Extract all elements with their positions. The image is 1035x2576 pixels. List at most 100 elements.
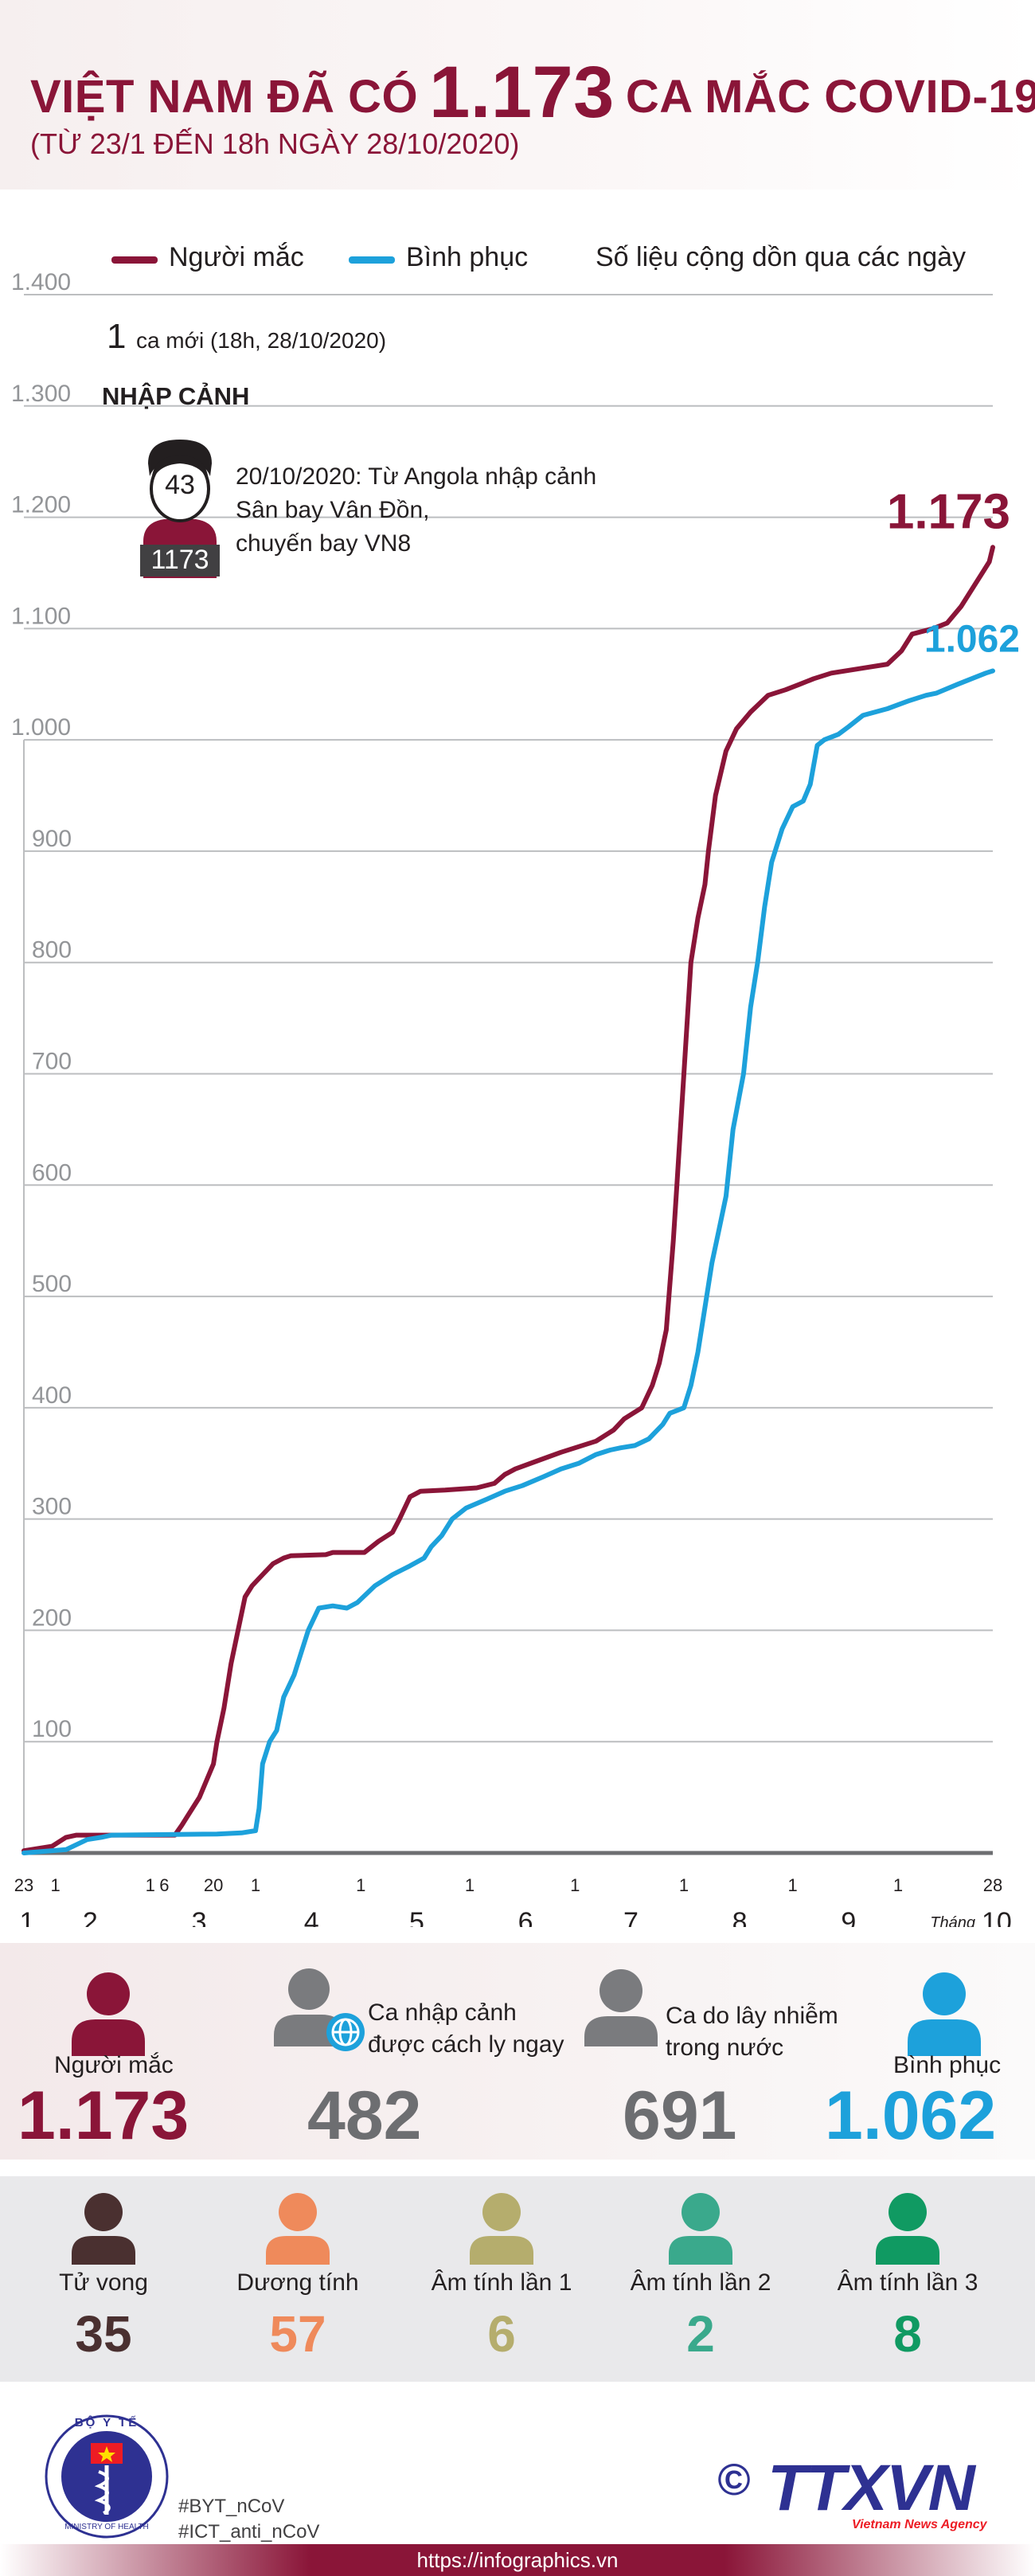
x-day-tick-label: 1 [146, 1875, 155, 1895]
person-positive-icon [266, 2193, 330, 2265]
x-month-label: 5 [409, 1907, 424, 1927]
y-tick-label: 100 [32, 1716, 72, 1742]
x-month-label: 8 [732, 1907, 748, 1927]
stat-recovered-value: 1.062 [825, 2078, 997, 2154]
footer-url-link[interactable]: https://infographics.vn [416, 2548, 619, 2572]
y-tick-label: 200 [32, 1605, 72, 1631]
stats-panel [0, 1943, 1035, 2160]
x-day-tick-label: 1 [893, 1875, 903, 1895]
person-negative1-icon [470, 2193, 533, 2265]
legend-recovered-swatch [349, 256, 395, 264]
y-tick-label: 300 [32, 1494, 72, 1520]
stat-imported-label-line2: được cách ly ngay [368, 2031, 564, 2058]
legend-cases: Người mắc [111, 242, 304, 273]
hashtag-1: #BYT_nCoV [178, 2496, 285, 2517]
y-tick-label: 600 [32, 1159, 72, 1186]
ttxvn-subtitle: Vietnam News Agency [852, 2518, 987, 2531]
y-tick-label: 1.100 [11, 603, 71, 629]
page-subtitle: (TỪ 23/1 ĐẾN 18h NGÀY 28/10/2020) [30, 127, 520, 160]
y-tick-label: 900 [32, 826, 72, 852]
person-deaths-icon [72, 2193, 135, 2265]
stat-cases-label: Người mắc [54, 2052, 174, 2078]
y-tick-label: 800 [32, 937, 72, 964]
person-domestic-icon [584, 1969, 658, 2046]
series-line-cases [21, 545, 995, 1854]
stat-cases-value: 1.173 [18, 2078, 189, 2154]
x-day-tick-label: 20 [204, 1875, 223, 1895]
x-day-tick-label: 1 [251, 1875, 260, 1895]
x-month-label: 4 [304, 1907, 319, 1927]
ttxvn-logo: TTXVN [767, 2452, 975, 2524]
new-cases-note: 1 ca mới (18h, 28/10/2020) [107, 317, 386, 357]
x-day-tick-label: 1 [356, 1875, 365, 1895]
patient-detail-line3: chuyến bay VN8 [236, 530, 412, 557]
x-day-tick-label: 23 [14, 1875, 33, 1895]
patient-id: 1173 [150, 545, 209, 575]
y-tick-label: 500 [32, 1271, 72, 1297]
header-background [0, 0, 1035, 190]
x-day-tick-label: 28 [983, 1875, 1002, 1895]
y-tick-label: 1.000 [11, 714, 71, 741]
x-day-tick-label: 1 [570, 1875, 580, 1895]
x-month-label: 6 [518, 1907, 533, 1927]
x-axis-title: Tháng [930, 1914, 975, 1927]
covid-line-chart: 100 200 300 400 500 600 700 800 900 1.000 1.100 1.2… [11, 271, 1020, 1927]
substat-negative3-label: Âm tính lần 3 [837, 2269, 978, 2296]
title-number: 1.173 [429, 52, 615, 133]
x-month-label: 10 [982, 1907, 1012, 1927]
stat-imported-label-line1: Ca nhập cảnh [368, 1999, 517, 2026]
legend-cases-label: Người mắc [169, 242, 304, 272]
hashtags: #BYT_nCoV #ICT_anti_nCoV [178, 2494, 319, 2545]
y-tick-label: 400 [32, 1382, 72, 1409]
stat-domestic-value: 691 [623, 2078, 737, 2154]
ministry-of-health-logo [45, 2414, 169, 2539]
y-tick-label: 700 [32, 1049, 72, 1075]
person-imported-icon [274, 1968, 365, 2051]
x-month-label: 2 [83, 1907, 98, 1927]
x-month-label: 9 [841, 1907, 856, 1927]
y-tick-label: 1.400 [11, 271, 71, 295]
person-negative2-icon [669, 2193, 732, 2265]
stat-imported-label: Ca nhập cảnh được cách ly ngay [368, 1997, 564, 2061]
substat-positive-label: Dương tính [236, 2269, 359, 2296]
person-recovered-icon [908, 1972, 981, 2056]
stat-imported-value: 482 [307, 2078, 422, 2154]
substat-deaths-label: Tử vong [59, 2269, 148, 2296]
patient-details: 20/10/2020: Từ Angola nhập cảnh Sân bay … [236, 460, 596, 561]
label-layer: 100 200 300 400 500 600 700 800 900 1.000 1.100 1.2… [11, 271, 1020, 1927]
x-month-label: 1 [20, 1907, 35, 1927]
x-day-tick-label: 1 [679, 1875, 689, 1895]
substat-negative2-label: Âm tính lần 2 [630, 2269, 771, 2296]
substat-positive-value: 57 [269, 2305, 326, 2363]
stat-recovered-label: Bình phục [893, 2052, 1002, 2078]
patient-age: 43 [165, 470, 195, 500]
title-suffix: CA MẮC COVID-19 [625, 71, 1035, 123]
footer-bar [0, 2544, 1035, 2576]
legend-cases-swatch [111, 256, 158, 264]
x-day-tick-label: 1 [465, 1875, 475, 1895]
x-month-label: 7 [623, 1907, 639, 1927]
x-day-tick-label: 1 [51, 1875, 61, 1895]
hashtag-2: #ICT_anti_nCoV [178, 2521, 320, 2543]
axis-layer [23, 740, 993, 1855]
y-tick-label: 1.200 [11, 492, 71, 518]
new-cases-text: ca mới (18h, 28/10/2020) [135, 328, 387, 353]
patient-avatar-icon [140, 440, 220, 578]
page-title: VIỆT NAM ĐÃ CÓ 1.173 CA MẮC COVID-19 [30, 51, 1035, 135]
person-cases-icon [72, 1972, 145, 2056]
x-month-label: 3 [192, 1907, 207, 1927]
person-negative3-icon [876, 2193, 939, 2265]
series-end-label-cases: 1.173 [887, 484, 1010, 539]
title-prefix: VIỆT NAM ĐÃ CÓ [30, 71, 419, 123]
series-end-label-recovered: 1.062 [924, 618, 1020, 660]
substat-deaths-value: 35 [75, 2305, 132, 2363]
stat-domestic-label-line2: trong nước [666, 2035, 784, 2061]
new-cases-number: 1 [107, 317, 127, 356]
legend-note: Số liệu cộng dồn qua các ngày [596, 242, 967, 272]
patient-section-title: NHẬP CẢNH [102, 382, 250, 410]
substat-negative1-value: 6 [487, 2305, 516, 2363]
ministry-logo-text-bottom: MINISTRY OF HEALTH [64, 2523, 149, 2531]
stat-domestic-label-line1: Ca do lây nhiễm [666, 2003, 838, 2029]
series-layer [21, 545, 995, 1855]
legend-recovered: Bình phục [349, 242, 528, 273]
